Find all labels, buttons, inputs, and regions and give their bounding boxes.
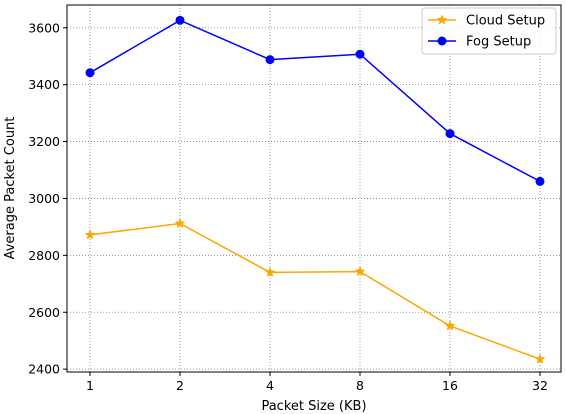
x-axis-label: Packet Size (KB) xyxy=(261,399,366,414)
legend-item-fog-setup: Fog Setup xyxy=(428,35,531,50)
data-point-fog-setup xyxy=(175,15,185,25)
data-point-cloud-setup xyxy=(264,266,276,278)
y-tick-label: 2600 xyxy=(28,305,60,320)
y-axis-label: Average Packet Count xyxy=(3,117,18,260)
x-tick-label: 4 xyxy=(266,378,274,393)
data-point-fog-setup xyxy=(355,49,365,59)
x-axis-ticks: 1 2 4 8 16 32 xyxy=(86,372,548,393)
y-tick-label: 3000 xyxy=(28,191,60,206)
x-tick-label: 8 xyxy=(356,378,364,393)
series-fog-setup xyxy=(85,15,545,186)
series-cloud-setup xyxy=(84,217,546,364)
y-tick-label: 2800 xyxy=(28,248,60,263)
legend-label: Cloud Setup xyxy=(466,14,545,29)
series-line-cloud-setup xyxy=(89,222,541,360)
y-tick-label: 3200 xyxy=(28,134,60,149)
data-point-fog-setup xyxy=(535,176,545,186)
legend-swatch-marker xyxy=(437,36,447,46)
plot-frame xyxy=(66,4,562,373)
y-axis-ticks: 2400 2600 2800 3000 3200 3400 3600 xyxy=(28,20,67,377)
legend-swatch-marker xyxy=(436,14,448,25)
legend: Cloud Setup Fog Setup xyxy=(421,7,557,55)
data-point-fog-setup xyxy=(265,55,275,65)
grid-lines xyxy=(67,5,561,372)
legend-item-cloud-setup: Cloud Setup xyxy=(428,14,545,29)
x-tick-label: 1 xyxy=(86,378,94,393)
data-point-cloud-setup xyxy=(174,217,186,229)
y-tick-label: 3600 xyxy=(28,20,60,35)
y-tick-label: 2400 xyxy=(28,362,60,377)
x-tick-label: 16 xyxy=(442,378,458,393)
y-tick-label: 3400 xyxy=(28,77,60,92)
x-tick-label: 32 xyxy=(532,378,548,393)
data-point-fog-setup xyxy=(445,129,455,139)
series-group xyxy=(84,15,546,364)
data-point-fog-setup xyxy=(85,68,95,78)
data-point-cloud-setup xyxy=(84,229,96,240)
legend-label: Fog Setup xyxy=(466,35,531,50)
series-line-fog-setup xyxy=(89,19,541,183)
data-point-cloud-setup xyxy=(354,265,366,277)
data-point-cloud-setup xyxy=(444,320,456,331)
x-tick-label: 2 xyxy=(176,378,184,393)
data-point-cloud-setup xyxy=(534,353,546,364)
